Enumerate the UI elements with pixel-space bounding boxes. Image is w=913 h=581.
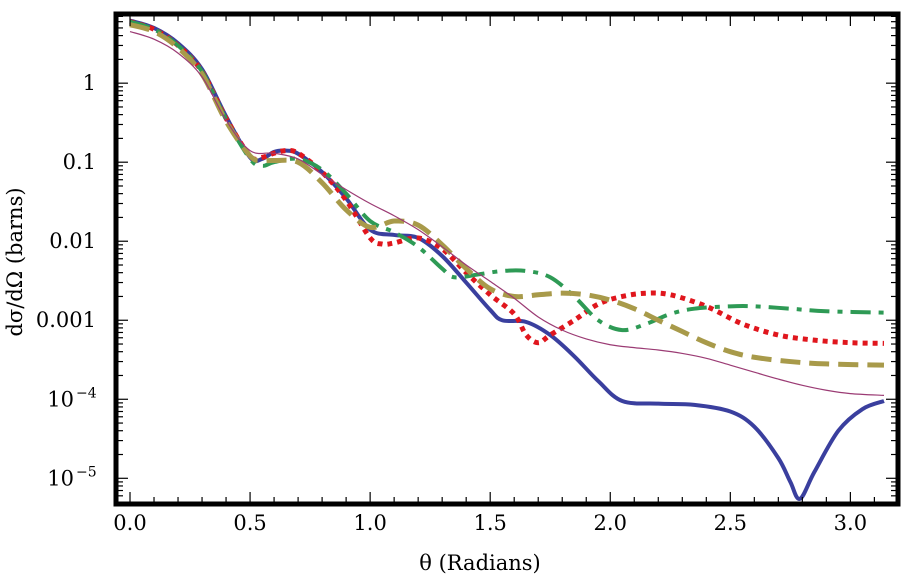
x-tick-label: 0.0 bbox=[113, 511, 146, 535]
ticks-layer bbox=[118, 15, 896, 502]
series-line-5 bbox=[129, 30, 885, 396]
series-line-3 bbox=[129, 19, 885, 333]
y-tick-label: 0.1 bbox=[63, 150, 96, 174]
y-tick-label: 0.001 bbox=[36, 308, 96, 332]
series-layer bbox=[129, 18, 885, 501]
y-tick-label: 0.01 bbox=[49, 229, 96, 253]
y-axis-title: dσ/dΩ (barns) bbox=[3, 187, 27, 336]
series-line-1 bbox=[129, 18, 885, 501]
y-tick-exponent: −5 bbox=[76, 464, 97, 480]
plot-frame bbox=[113, 11, 901, 507]
x-tick-label: 1.0 bbox=[353, 511, 386, 535]
series-line-4 bbox=[129, 22, 885, 368]
y-tick-label: 10 bbox=[47, 466, 74, 490]
y-tick-label: 10 bbox=[47, 387, 74, 411]
x-tick-label: 2.0 bbox=[594, 511, 627, 535]
x-tick-label: 0.5 bbox=[233, 511, 266, 535]
x-axis-title: θ (Radians) bbox=[419, 551, 541, 575]
x-tick-label: 1.5 bbox=[473, 511, 506, 535]
y-tick-label: 1 bbox=[83, 71, 96, 95]
y-tick-exponent: −4 bbox=[76, 385, 97, 401]
x-tick-label: 3.0 bbox=[834, 511, 867, 535]
x-tick-label: 2.5 bbox=[714, 511, 747, 535]
